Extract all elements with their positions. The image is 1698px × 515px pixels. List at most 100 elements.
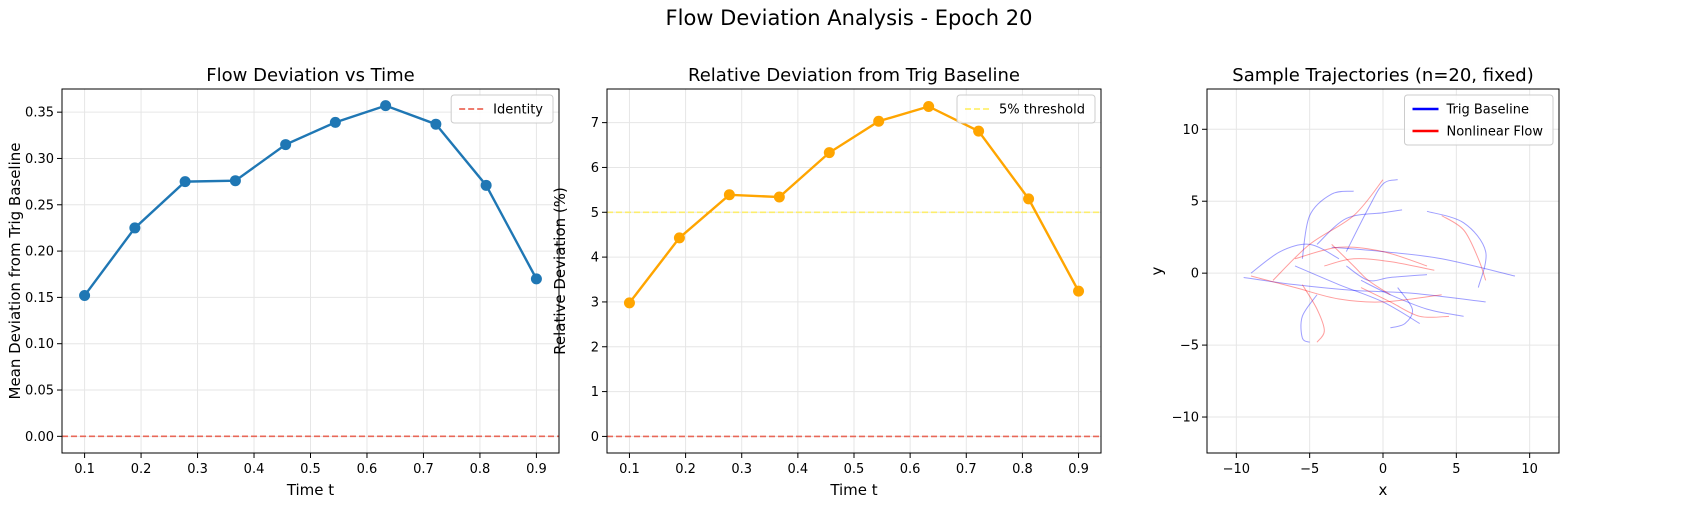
data-point-4 [280,139,292,151]
y-tick-label: 6 [591,161,599,176]
x-tick-label: −5 [1300,462,1319,477]
y-tick-label: 2 [591,340,599,355]
legend-box [1404,94,1554,146]
data-point-0 [623,297,635,309]
x-tick-label: 0 [1379,462,1387,477]
trajectory-17 [1324,258,1435,271]
trajectory-15 [1441,215,1487,281]
x-tick-label: 0.7 [413,462,434,477]
trajectory-16 [1301,284,1325,343]
x-tick-label: 0.2 [131,462,152,477]
y-tick-label: 0 [591,430,599,445]
trajectory-8 [1360,279,1464,317]
x-tick-label: 0.9 [1068,462,1089,477]
trajectory-4 [1316,209,1403,245]
plot-area [607,100,1101,438]
y-tick-label: 10 [1182,123,1199,138]
data-point-6 [923,100,935,112]
y-tick-label: 1 [591,385,599,400]
y-tick-label: 0.05 [25,384,54,399]
y-tick-label: 0.00 [25,430,54,445]
data-point-3 [229,175,241,187]
data-point-1 [673,232,685,244]
x-tick-label: 0.2 [675,462,696,477]
data-point-9 [1073,285,1085,297]
trajectory-3 [1345,179,1398,252]
data-point-8 [480,179,492,191]
x-tick-label: −10 [1223,462,1250,477]
trajectory-7 [1294,265,1420,324]
data-point-2 [179,176,191,188]
figure-title: Flow Deviation Analysis - Epoch 20 [665,6,1033,30]
trajectory-6 [1331,246,1516,277]
data-point-4 [823,147,835,159]
x-tick-label: 0.5 [300,462,321,477]
x-tick-label: 0.1 [74,462,95,477]
y-tick-label: 0.25 [25,198,54,213]
data-point-2 [723,189,735,201]
trajectory-18 [1360,287,1450,318]
y-tick-label: −5 [1180,339,1199,354]
data-point-0 [79,290,91,302]
trajectory-12 [1250,275,1442,303]
y-tick-label: 5 [591,206,599,221]
y-tick-label: 7 [591,116,599,131]
x-tick-label: 5 [1452,462,1460,477]
x-tick-label: 0.1 [619,462,640,477]
data-point-7 [973,125,985,137]
legend-label: Trig Baseline [1446,103,1530,118]
x-tick-label: 0.9 [526,462,547,477]
data-point-6 [380,100,392,112]
trajectory-0 [1250,243,1340,274]
chart-1: 0.1 0.2 0.3 0.4 0.5 0.6 0.7 0.8 0.9 0 1 2 3 4 5 6 7 Relat… [551,65,1102,499]
chart-title: Relative Deviation from Trig Baseline [688,65,1020,86]
legend-label: Nonlinear Flow [1447,125,1544,140]
trajectory-9 [1300,294,1318,343]
x-tick-label: 0.5 [844,462,865,477]
legend-box [450,94,554,124]
legend: 5% threshold [956,94,1096,124]
x-tick-label: 10 [1521,462,1538,477]
data-point-5 [873,115,885,127]
y-tick-label: 5 [1191,195,1199,210]
y-tick-label: 0.30 [25,152,54,167]
legend-label: Identity [493,103,543,118]
x-tick-label: 0.4 [788,462,809,477]
plot-area [62,100,559,438]
y-axis-label: Mean Deviation from Trig Baseline [6,142,24,399]
series-line-0 [628,105,1080,304]
trajectory-5 [1426,210,1487,288]
y-axis-label: Relative Deviation (%) [551,187,569,355]
x-tick-label: 0.6 [900,462,921,477]
x-tick-label: 0.7 [956,462,977,477]
y-tick-label: 0.20 [25,245,54,260]
x-tick-label: 0.6 [357,462,378,477]
y-tick-label: 0.15 [25,291,54,306]
data-point-7 [430,118,442,130]
data-point-3 [773,191,785,203]
legend: Identity [450,94,554,124]
x-axis-label: Time t [286,481,334,499]
data-point-5 [329,116,341,128]
y-tick-label: 3 [591,295,599,310]
x-axis-label: x [1379,481,1388,499]
y-tick-label: −10 [1172,411,1199,426]
y-tick-label: 0 [1191,267,1199,282]
x-tick-label: 0.3 [731,462,752,477]
x-tick-label: 0.4 [244,462,265,477]
trajectory-10 [1346,265,1428,282]
data-point-8 [1023,193,1035,205]
trajectory-19 [1331,244,1391,296]
y-tick-label: 4 [591,251,599,266]
trajectory-13 [1272,179,1384,281]
y-tick-label: 0.35 [25,106,54,121]
chart-title: Sample Trajectories (n=20, fixed) [1232,65,1533,86]
chart-0: 0.1 0.2 0.3 0.4 0.5 0.6 0.7 0.8 0.9 0.00 0.05 0.10 0… [6,65,560,499]
legend-box [956,94,1096,124]
trajectory-1 [1243,276,1486,303]
chart-title: Flow Deviation vs Time [206,65,414,86]
